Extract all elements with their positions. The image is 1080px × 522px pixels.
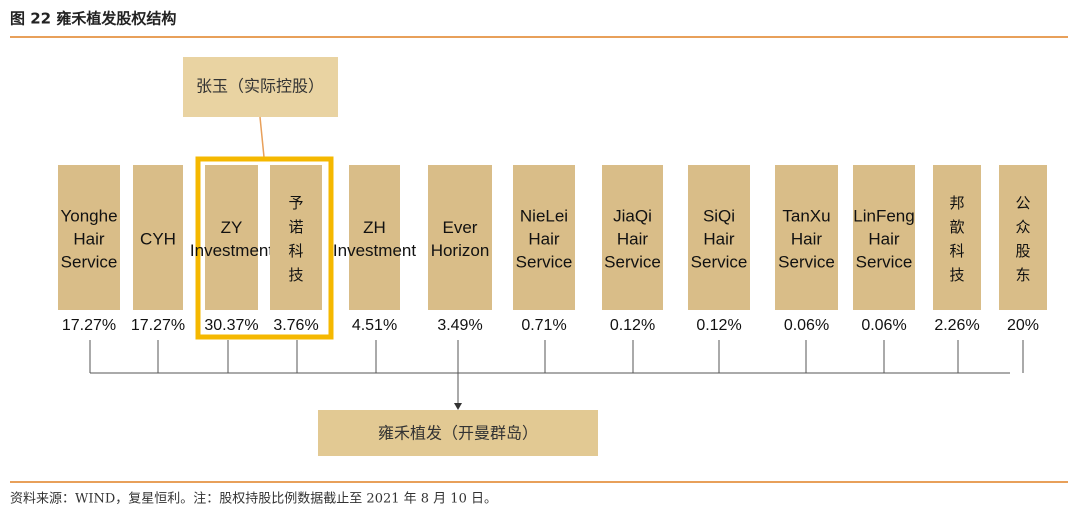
shareholder-share: 0.71% [521,317,566,334]
shareholder-box [602,165,663,310]
shareholder-share: 20% [1007,317,1039,334]
shareholder-box [513,165,575,310]
shareholder-name: Ever [443,218,478,237]
shareholder-name: 科 [949,242,964,260]
shareholder-name: Hair [73,229,105,248]
controller-label: 张玉（实际控股） [196,77,324,96]
shareholder-name: Hair [703,229,735,248]
shareholder-box [428,165,492,310]
shareholder-name: 诺 [288,218,303,236]
arrow-head [454,403,462,410]
company-label: 雍禾植发（开曼群岛） [378,424,538,443]
shareholder-share: 4.51% [352,317,397,334]
shareholder-box [349,165,400,310]
shareholder-name: Yonghe [60,206,117,225]
shareholders: Yonghe Hair Service 17.27% CYH 17.27% ZY Invest… [58,165,1047,373]
shareholder-name: JiaQi [613,206,652,225]
shareholder-name: Investment [190,241,273,260]
shareholder-name: 技 [288,266,303,284]
title: 图 22 雍禾植发股权结构 [10,10,176,28]
shareholder-name: 科 [288,242,303,260]
shareholder-name: Hair [791,229,823,248]
shareholder-name: Hair [868,229,900,248]
shareholder-box [58,165,120,310]
shareholder-share: 0.06% [861,317,906,334]
shareholder-name: LinFeng [853,206,914,225]
shareholder-name: Service [856,252,913,271]
shareholder-name: NieLei [520,206,568,225]
shareholder-name: Hair [528,229,560,248]
shareholder-box [270,165,322,310]
shareholder-name: SiQi [703,206,735,225]
shareholder-name: ZH [363,218,386,237]
shareholder-name: 股 [1015,242,1030,260]
shareholder-name: Service [691,252,748,271]
shareholder-name: 予 [288,194,303,212]
shareholder-name: Service [516,252,573,271]
shareholder-name: 众 [1015,218,1030,236]
shareholder-box [933,165,981,310]
shareholder-name: ZY [221,218,243,237]
company-box [318,410,598,456]
shareholder-name: 东 [1015,266,1030,284]
shareholder-name: Investment [333,241,416,260]
shareholder-name: 歆 [949,218,964,236]
shareholder-name: TanXu [782,206,830,225]
shareholder-share: 0.12% [610,317,655,334]
shareholder-name: Hair [617,229,649,248]
shareholder-name: 技 [949,266,964,284]
shareholder-name: Service [61,252,118,271]
shareholder-box [133,165,183,310]
shareholder-box [999,165,1047,310]
shareholder-name: Service [604,252,661,271]
shareholder-name: 公 [1015,194,1030,212]
shareholder-share: 30.37% [204,317,258,334]
shareholder-share: 2.26% [934,317,979,334]
shareholder-share: 3.49% [437,317,482,334]
shareholder-share: 17.27% [131,317,185,334]
shareholder-box [688,165,750,310]
highlight-box [195,156,334,340]
shareholder-name: Service [778,252,835,271]
shareholder-name: CYH [140,229,176,248]
shareholder-box [775,165,838,310]
shareholder-share: 17.27% [62,317,116,334]
controller-box [183,57,338,117]
shareholder-share: 3.76% [273,317,318,334]
control-link [259,116,265,158]
source-note: 资料来源：WIND，复星恒利。注：股权持股比例数据截止至 2021 年 8 月 … [10,491,497,507]
shareholder-share: 0.06% [784,317,829,334]
shareholder-box [853,165,915,310]
shareholder-box [205,165,258,310]
shareholder-name: 邦 [949,194,964,212]
shareholder-share: 0.12% [696,317,741,334]
shareholder-name: Horizon [431,241,490,260]
